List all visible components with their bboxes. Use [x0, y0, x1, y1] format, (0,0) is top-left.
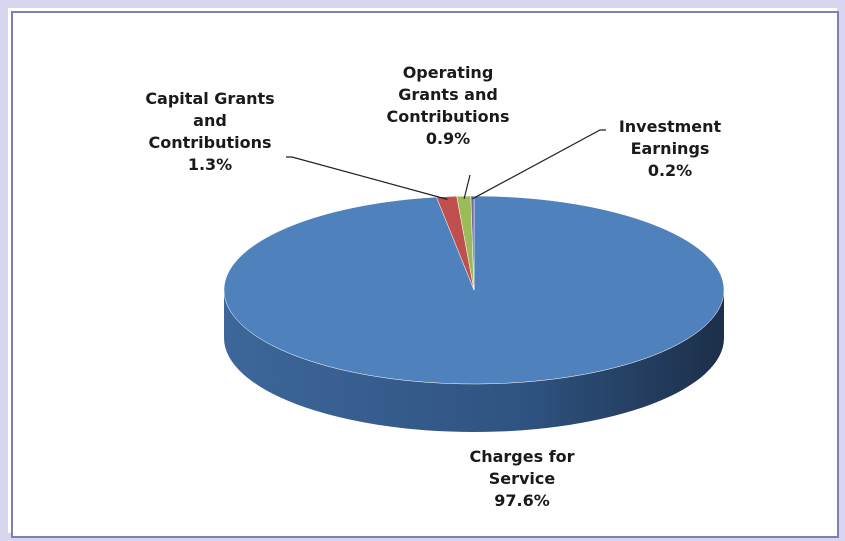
leader-line: [472, 129, 606, 200]
slice-label: Operating Grants and Contributions 0.9%: [381, 62, 516, 150]
value-label: 0.9%: [425, 129, 471, 148]
slice-label: Investment Earnings 0.2%: [608, 116, 733, 182]
slice-label: Charges for Service 97.6%: [457, 446, 587, 512]
slice: [470, 195, 475, 291]
leader-line: [286, 156, 448, 200]
leader-line: [463, 174, 471, 200]
value-label: 1.3%: [187, 155, 233, 174]
category-name: Operating Grants and Contributions: [386, 63, 510, 126]
value-label: 97.6%: [494, 491, 550, 510]
slice-side: [224, 290, 724, 432]
category-name: Investment Earnings: [618, 117, 722, 158]
slice-label: Capital Grants and Contributions 1.3%: [144, 88, 276, 176]
category-name: Charges for Service: [469, 447, 575, 488]
category-name: Capital Grants and Contributions: [145, 89, 275, 152]
value-label: 0.2%: [647, 161, 693, 180]
